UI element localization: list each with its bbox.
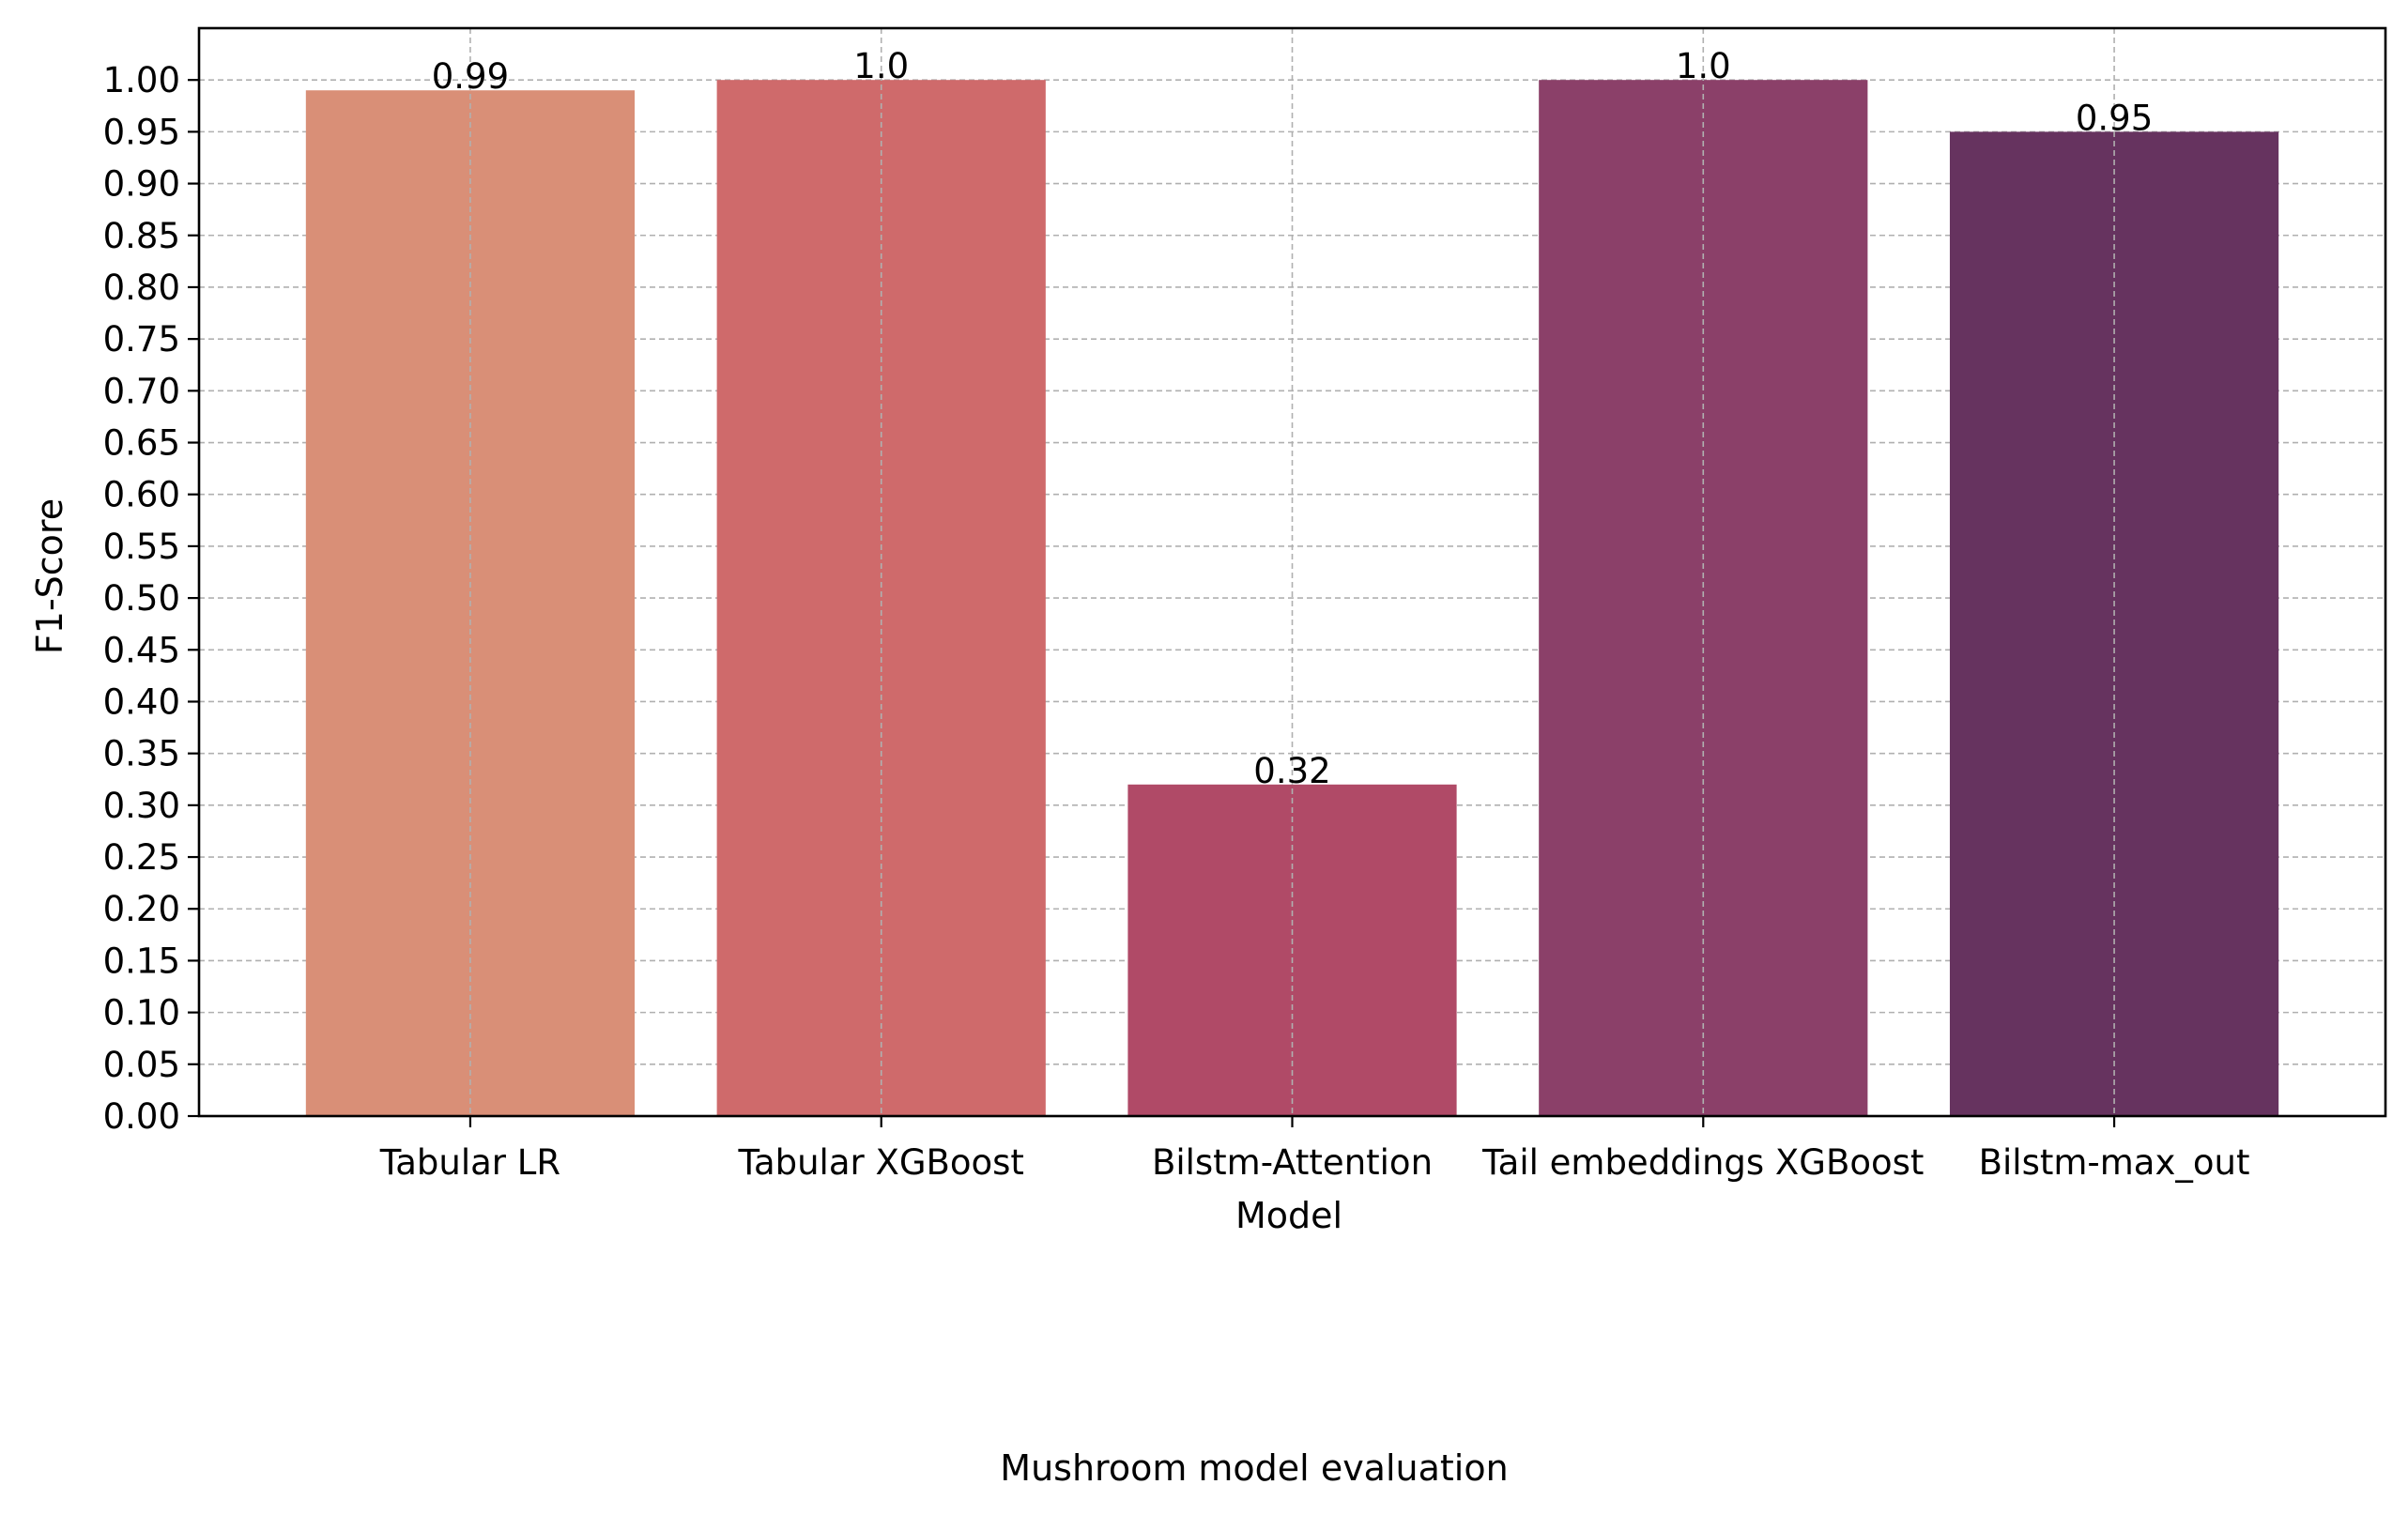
y-tick-label: 0.60: [103, 475, 180, 515]
y-tick-label: 0.90: [103, 164, 180, 205]
x-tick-label: Bilstm-Attention: [1152, 1142, 1433, 1183]
y-tick-label: 0.10: [103, 993, 180, 1033]
x-tick-label: Bilstm-max_out: [1979, 1142, 2250, 1183]
x-axis-ticks: Tabular LR Tabular XGBoost Bilstm-Attentio…: [379, 1116, 2250, 1183]
bar-value-label: 1.0: [853, 46, 909, 86]
bar-value-label: 0.95: [2076, 98, 2153, 138]
y-tick-label: 0.85: [103, 216, 180, 256]
x-tick-label: Tabular XGBoost: [737, 1142, 1023, 1183]
y-tick-label: 0.05: [103, 1045, 180, 1085]
y-axis-title: F1-Score: [29, 498, 70, 654]
y-tick-label: 0.30: [103, 786, 180, 826]
y-tick-label: 0.40: [103, 681, 180, 722]
y-tick-label: 0.35: [103, 734, 180, 774]
x-tick-label: Tail embeddings XGBoost: [1481, 1142, 1924, 1183]
x-tick-label: Tabular LR: [379, 1142, 560, 1183]
y-tick-label: 0.95: [103, 112, 180, 152]
y-tick-label: 0.55: [103, 527, 180, 567]
y-tick-label: 0.25: [103, 837, 180, 878]
y-tick-label: 1.00: [103, 60, 180, 100]
y-tick-label: 0.80: [103, 268, 180, 308]
chart-caption: Mushroom model evaluation: [1000, 1447, 1508, 1489]
y-tick-label: 0.15: [103, 941, 180, 981]
y-tick-label: 0.65: [103, 423, 180, 464]
y-tick-label: 0.00: [103, 1096, 180, 1137]
y-tick-label: 0.50: [103, 578, 180, 619]
y-tick-label: 0.75: [103, 319, 180, 360]
bar-value-label: 1.0: [1676, 46, 1731, 86]
y-tick-label: 0.70: [103, 371, 180, 411]
y-tick-label: 0.45: [103, 630, 180, 670]
x-axis-title: Model: [1235, 1195, 1342, 1236]
bar-value-label: 0.32: [1253, 751, 1330, 791]
data-labels: 0.99 1.0 0.32 1.0 0.95: [432, 28, 2153, 1116]
bar-value-label: 0.99: [432, 56, 509, 97]
y-tick-label: 0.20: [103, 889, 180, 929]
y-axis-ticks: 0.00 0.05 0.10 0.15 0.20 0.25 0.30 0.35 0.40 0.45…: [103, 60, 199, 1137]
